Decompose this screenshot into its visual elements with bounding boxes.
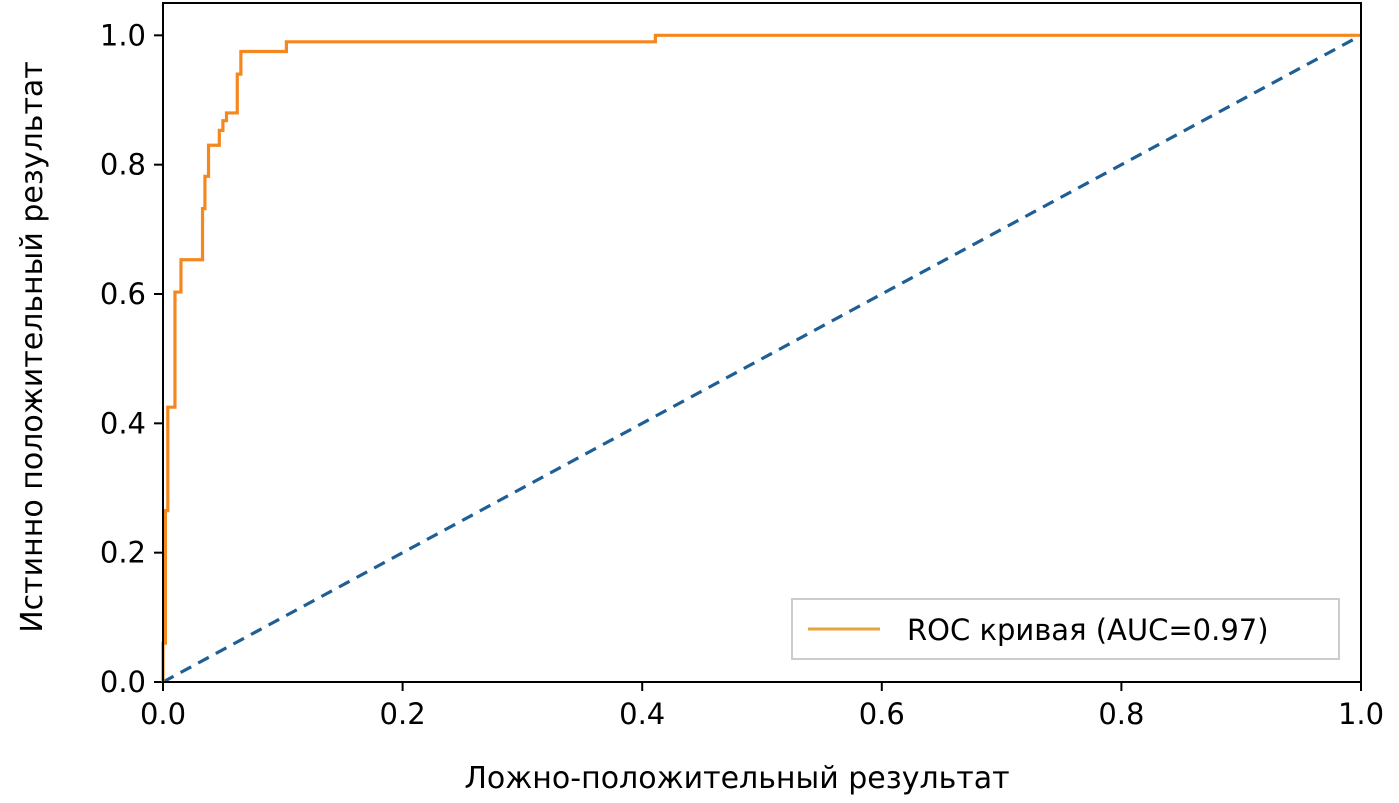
y-axis-ticks: 0.0 0.2 0.4 0.6 0.8 1.0 [100,18,163,699]
y-tick-label: 1.0 [100,18,146,52]
x-tick-label: 0.0 [140,697,186,731]
legend: ROC кривая (AUC=0.97) [791,598,1340,660]
y-tick-label: 0.0 [100,665,146,699]
y-tick-label: 0.8 [100,148,146,182]
y-tick-label: 0.6 [100,277,146,311]
legend-box [791,598,1340,660]
x-axis-ticks: 0.0 0.2 0.4 0.6 0.8 1.0 [140,682,1384,731]
y-tick-label: 0.4 [100,406,146,440]
y-axis-label: Истинно положительный результат [15,61,50,633]
x-tick-label: 1.0 [1338,697,1384,731]
plot-frame [162,2,1362,683]
x-tick-label: 0.6 [859,697,905,731]
x-tick-label: 0.4 [619,697,665,731]
roc-curve-line [161,33,1361,682]
legend-label: ROC кривая (AUC=0.97) [907,613,1269,647]
x-axis-label: Ложно-положительный результат [464,761,1009,796]
x-tick-label: 0.2 [380,697,426,731]
y-tick-label: 0.2 [100,536,146,570]
series-layer [161,33,1362,684]
chance-diagonal-line [162,33,1362,684]
x-tick-label: 0.8 [1098,697,1144,731]
